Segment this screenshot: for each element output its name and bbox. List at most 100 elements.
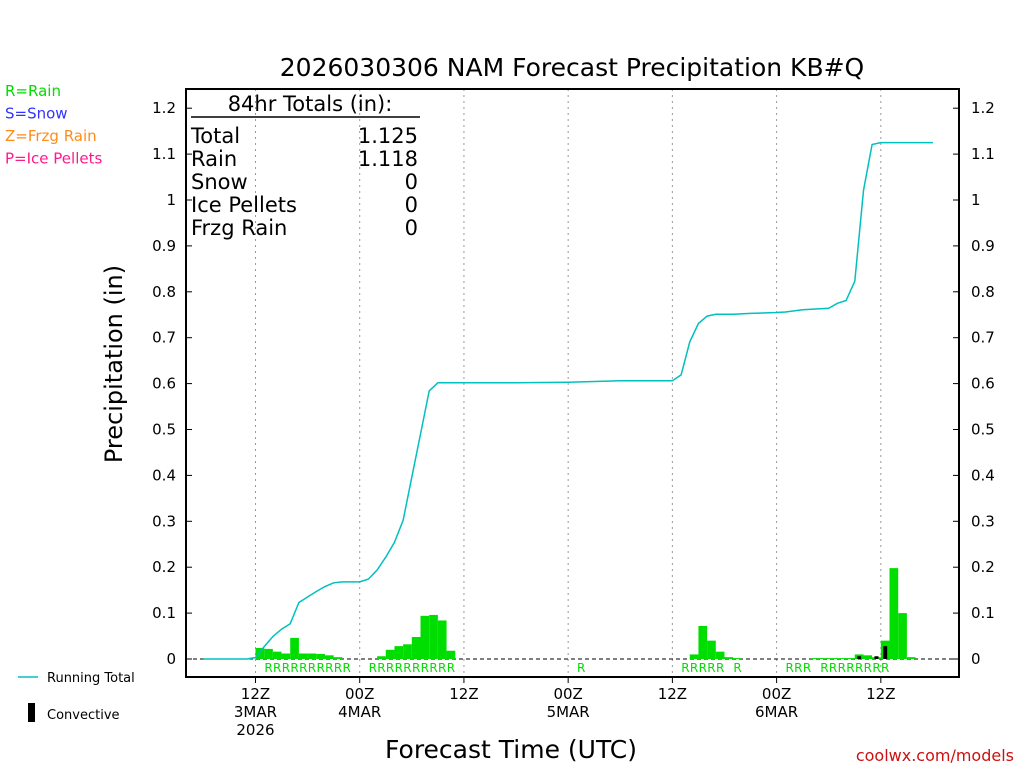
x-tick-label: 12Z xyxy=(658,685,687,703)
precip-bar xyxy=(333,657,343,659)
y-tick-label-left: 0.4 xyxy=(152,466,176,484)
x-tick-label: 00Z xyxy=(762,685,791,703)
x-tick-label: 00Z xyxy=(345,685,374,703)
y-tick-label-left: 0.3 xyxy=(152,512,176,530)
x-tick-label: 5MAR xyxy=(547,703,590,721)
precip-bar xyxy=(733,658,742,659)
precip-bar xyxy=(820,658,829,659)
precip-bar xyxy=(420,615,430,659)
totals-row-label: Ice Pellets xyxy=(191,193,297,217)
precip-bar xyxy=(707,640,716,659)
y-axis-label: Precipitation (in) xyxy=(100,265,128,463)
y-tick-label-left: 0.9 xyxy=(152,237,176,255)
ptype-marker: R xyxy=(690,661,698,675)
ptype-marker: R xyxy=(403,661,411,675)
ptype-marker: R xyxy=(716,661,724,675)
x-tick-label: 12Z xyxy=(449,685,478,703)
totals-rows: Total 1.125 Rain 1.118 Snow 0 Ice Pellets 0 Frzg… xyxy=(190,124,418,240)
precip-bar xyxy=(255,647,265,659)
precip-bar xyxy=(316,653,325,659)
precip-bar xyxy=(411,636,421,659)
y-tick-label-right: 1 xyxy=(971,191,981,209)
precip-bar xyxy=(290,637,299,659)
y-tick-label-right: 0.5 xyxy=(971,421,995,439)
precip-bar xyxy=(403,644,412,659)
precip-bar xyxy=(394,646,404,659)
ptype-marker: R xyxy=(343,661,351,675)
y-tick-label-left: 0.2 xyxy=(152,558,176,576)
x-tick-label: 00Z xyxy=(553,685,582,703)
convective-bar xyxy=(874,656,879,659)
credit-text: coolwx.com/models xyxy=(856,746,1014,765)
precip-bar xyxy=(385,649,395,659)
convective-bars xyxy=(857,646,888,659)
y-tick-label-right: 0.2 xyxy=(971,558,995,576)
precip-bar xyxy=(811,658,821,659)
y-tick-label-right: 0 xyxy=(971,650,981,668)
plot-frame xyxy=(185,88,960,678)
x-tick-label: 3MAR xyxy=(234,703,277,721)
ptype-marker: R xyxy=(299,661,307,675)
totals-row-value: 0 xyxy=(405,193,418,217)
convective-legend-label: Convective xyxy=(47,708,120,723)
totals-row-value: 1.118 xyxy=(358,147,418,171)
x-tick-label: 2026 xyxy=(236,721,274,739)
y-tick-label-left: 0.5 xyxy=(152,421,176,439)
precip-bar xyxy=(324,655,334,659)
precip-bar xyxy=(446,650,456,659)
precip-bar xyxy=(828,658,838,659)
precip-bar xyxy=(889,568,899,659)
totals-row-value: 0 xyxy=(405,216,418,240)
y-tick-label-right: 0.1 xyxy=(971,604,995,622)
precip-bar xyxy=(906,657,916,659)
y-tick-label-left: 0.7 xyxy=(152,329,176,347)
precip-type-legend: R=Rain S=Snow Z=Frzg Rain P=Ice Pellets xyxy=(5,82,102,168)
ptype-marker: R xyxy=(273,661,281,675)
precip-bar xyxy=(715,651,725,659)
x-tick-label: 4MAR xyxy=(338,703,381,721)
precip-bar xyxy=(437,620,447,659)
precip-bar xyxy=(429,614,438,659)
ptype-marker: R xyxy=(438,661,446,675)
totals-row-label: Frzg Rain xyxy=(191,216,287,240)
ptype-marker: R xyxy=(733,661,741,675)
ptype-marker: R xyxy=(395,661,403,675)
y-tick-label-left: 1.2 xyxy=(152,99,176,117)
ptype-marker: R xyxy=(820,661,828,675)
totals-row-label: Rain xyxy=(191,147,237,171)
ptype-marker: R xyxy=(864,661,872,675)
y-axis-right: 0 0.1 0.2 0.3 0.4 0.5 0.6 0.7 0.8 0.9 1 1.1 1.2 xyxy=(953,99,995,668)
ptype-marker: R xyxy=(421,661,429,675)
convective-swatch xyxy=(28,703,35,722)
y-axis-left: 0 0.1 0.2 0.3 0.4 0.5 0.6 0.7 0.8 0.9 1 1.1 1.2 xyxy=(152,99,192,668)
bottom-legend: Running Total Convective xyxy=(18,671,135,723)
precip-bar xyxy=(724,657,734,659)
y-tick-label-left: 0.8 xyxy=(152,283,176,301)
y-tick-label-left: 1.1 xyxy=(152,145,176,163)
y-tick-label-left: 0.1 xyxy=(152,604,176,622)
ptype-marker: R xyxy=(794,661,802,675)
y-tick-label-left: 0 xyxy=(166,650,176,668)
y-tick-label-right: 1.1 xyxy=(971,145,995,163)
convective-bar xyxy=(883,646,888,659)
y-tick-label-right: 0.3 xyxy=(971,512,995,530)
y-tick-label-right: 0.8 xyxy=(971,283,995,301)
precip-bar xyxy=(377,656,386,659)
precip-bar xyxy=(272,651,282,659)
totals-header: 84hr Totals (in): xyxy=(228,92,393,116)
precip-bar xyxy=(837,658,847,659)
ptype-marker: R xyxy=(316,661,324,675)
ptype-marker: R xyxy=(412,661,420,675)
x-axis-label: Forecast Time (UTC) xyxy=(385,735,637,764)
convective-bar xyxy=(857,656,862,659)
ptype-marker: R xyxy=(838,661,846,675)
ptype-marker: R xyxy=(377,661,385,675)
ptype-marker: R xyxy=(699,661,707,675)
y-tick-label-left: 1 xyxy=(166,191,176,209)
x-tick-label: 12Z xyxy=(241,685,270,703)
precip-bar xyxy=(689,654,699,659)
